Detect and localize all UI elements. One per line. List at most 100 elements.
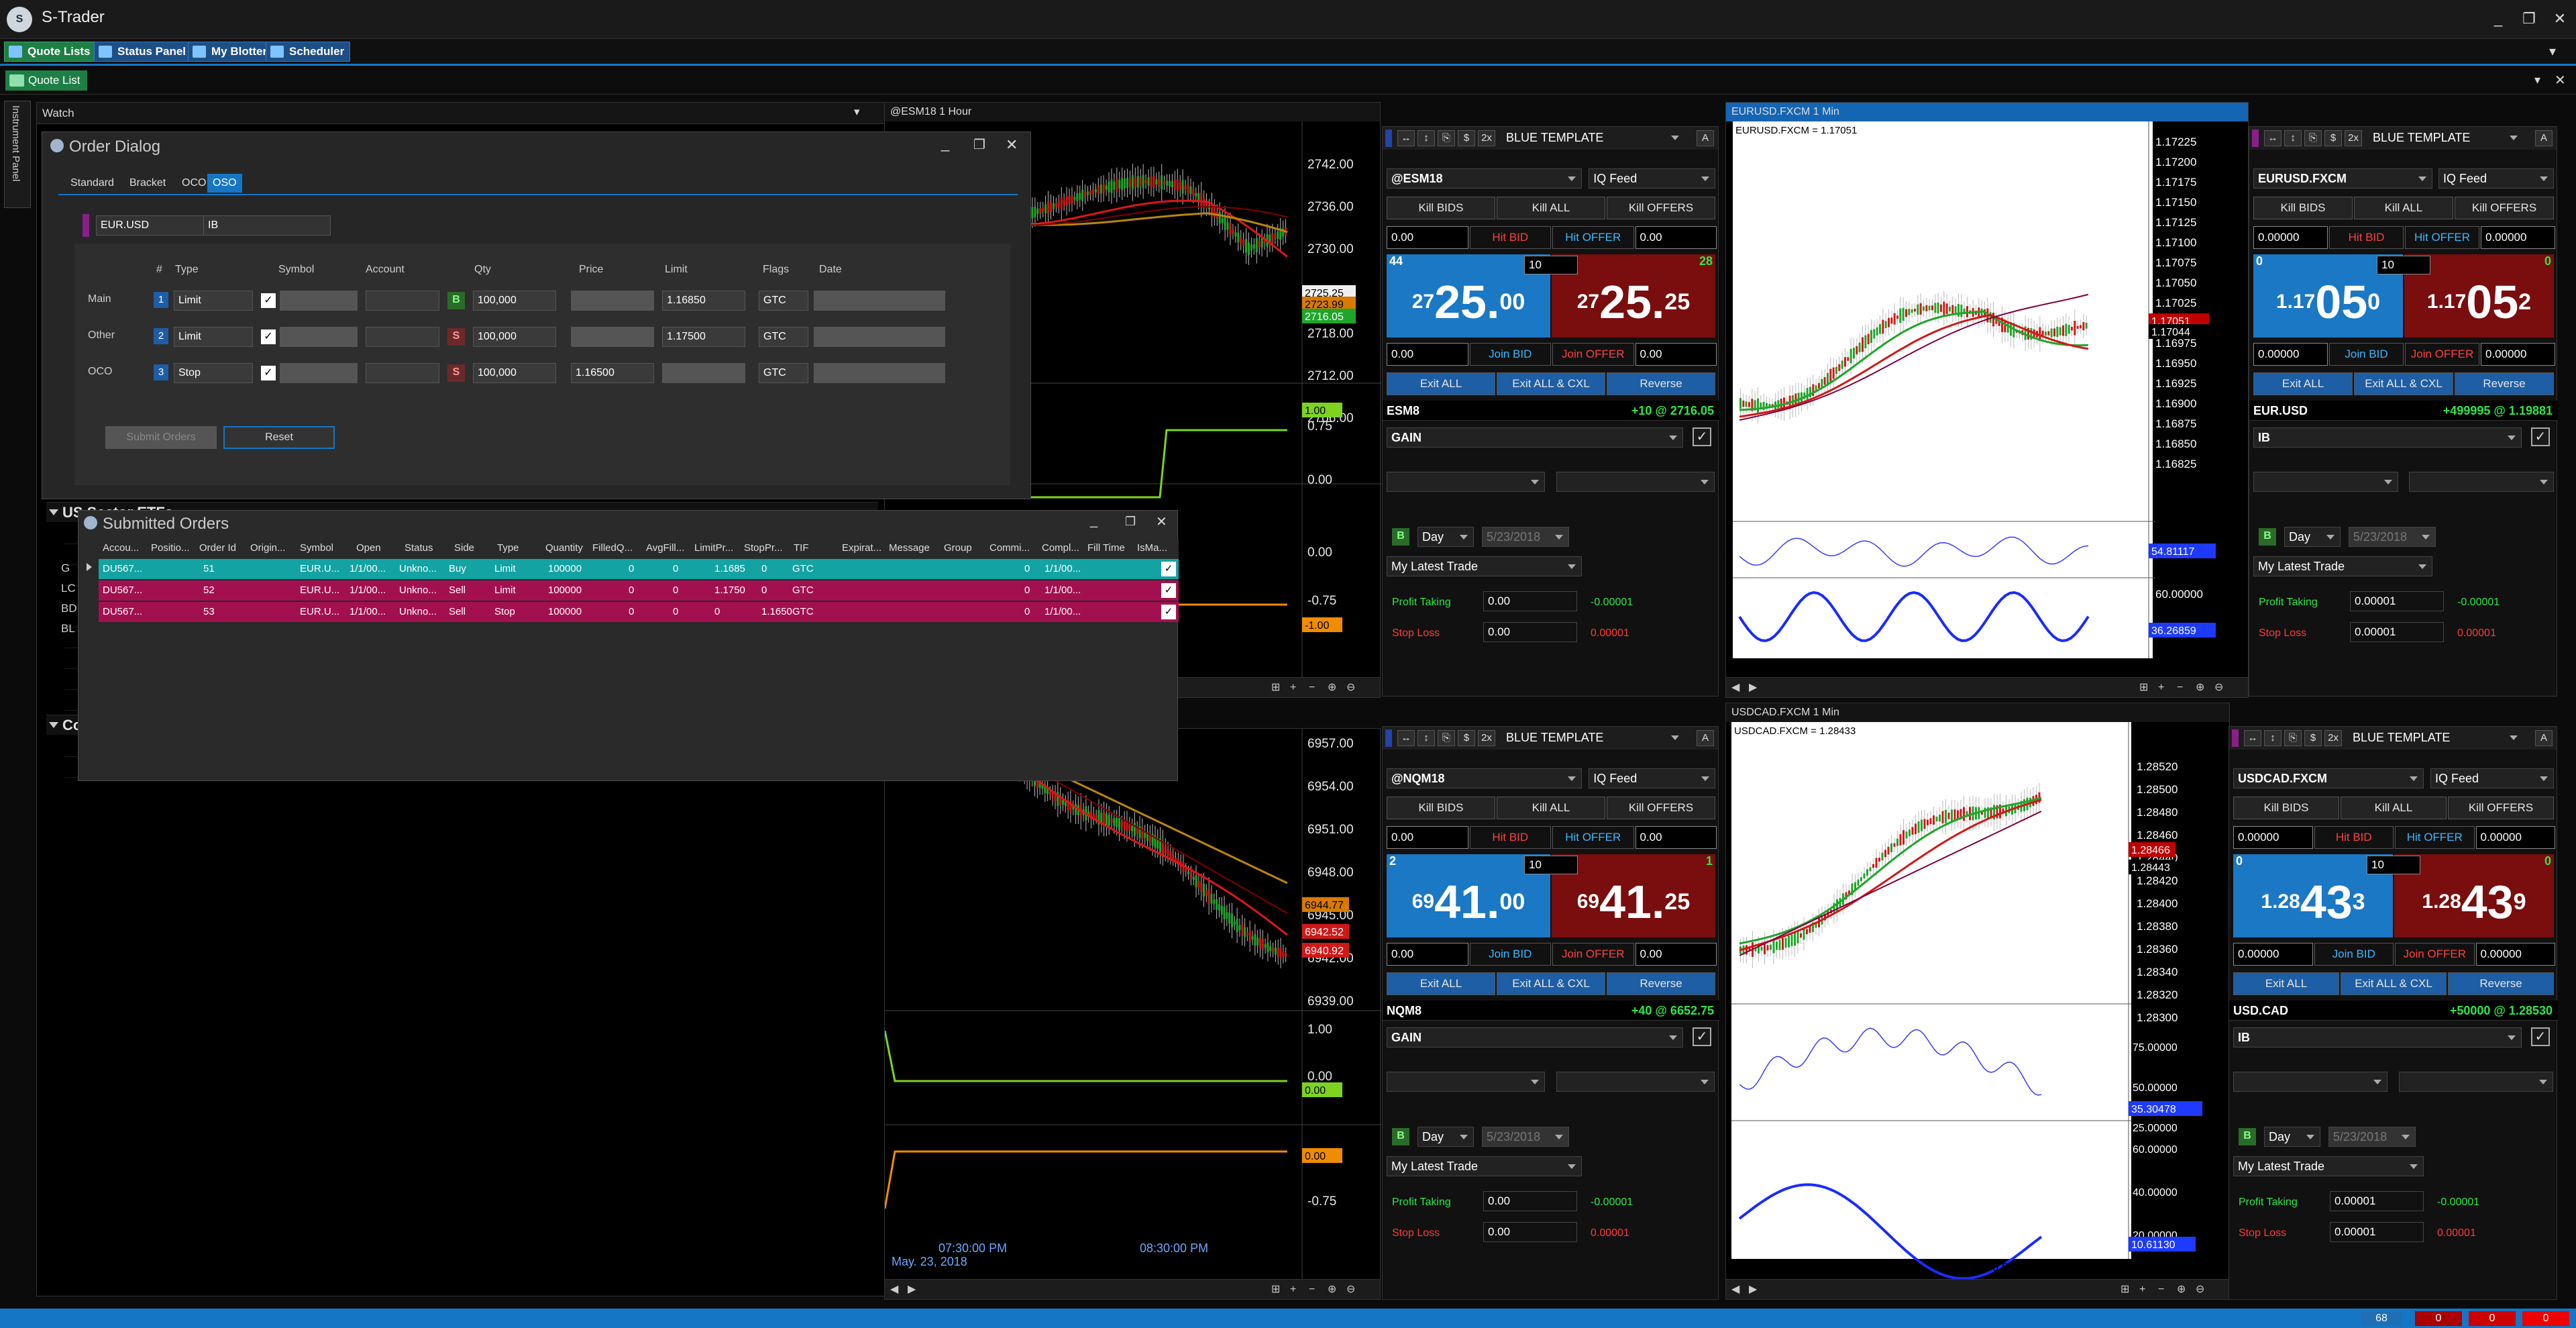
exit-all-button[interactable]: Exit ALL xyxy=(2233,972,2339,995)
ask-price-input[interactable]: 0.00000 xyxy=(2481,226,2555,249)
bid-price-input[interactable]: 0.00 xyxy=(1387,826,1468,849)
join-offer-button[interactable]: Join OFFER xyxy=(1552,943,1634,966)
join-bid-price-input[interactable]: 0.00000 xyxy=(2253,343,2328,366)
dialog-maximize-button[interactable]: ❐ xyxy=(973,138,985,152)
good-till-date[interactable]: 5/23/2018 xyxy=(2328,1127,2416,1147)
toolbar-tool-icon[interactable]: 2x xyxy=(2324,730,2342,746)
chart-zoom-icon[interactable]: ⊕ xyxy=(1328,682,1337,693)
ask-price-input[interactable]: 0.00 xyxy=(1635,226,1717,249)
join-bid-button[interactable]: Join BID xyxy=(2329,343,2404,366)
orders-row[interactable]: DU567... 51 EUR.U... 1/1/00... Unkno... Buy Li… xyxy=(99,559,1179,579)
exit-all-button[interactable]: Exit ALL xyxy=(1387,372,1495,395)
chart-zoom-icon[interactable]: + xyxy=(1290,682,1297,693)
orders-col-header[interactable]: AvgFill... xyxy=(646,542,685,554)
kill-offers-button[interactable]: Kill OFFERS xyxy=(1607,197,1715,219)
orders-col-header[interactable]: Order Id xyxy=(199,542,237,554)
join-offer-price-input[interactable]: 0.00 xyxy=(1635,943,1717,966)
chart-zoom-icon[interactable]: ⊖ xyxy=(1346,1284,1356,1295)
toolbar-tool-icon[interactable]: $ xyxy=(1458,730,1475,746)
is-master-checkbox[interactable]: ✓ xyxy=(1161,562,1176,576)
account-field[interactable] xyxy=(366,363,439,383)
date-field[interactable] xyxy=(814,363,945,383)
toolbar-menu-icon[interactable]: ▾ xyxy=(2549,44,2557,59)
account-check[interactable]: ✓ xyxy=(2531,427,2550,446)
account-check[interactable]: ✓ xyxy=(2531,1027,2550,1046)
chart-zoom-icon[interactable]: − xyxy=(2158,1284,2165,1295)
buy-side-toggle[interactable]: B xyxy=(2259,528,2276,546)
join-bid-button[interactable]: Join BID xyxy=(2314,943,2394,966)
account-check[interactable]: ✓ xyxy=(1693,1027,1711,1046)
ask-price-box[interactable]: 0 1.28439 xyxy=(2394,854,2554,937)
toolbar-tool-icon[interactable]: ⎘ xyxy=(1438,730,1455,746)
kill-all-button[interactable]: Kill ALL xyxy=(1497,797,1605,819)
ask-price-input[interactable]: 0.00000 xyxy=(2475,826,2555,849)
profit-taking-input[interactable]: 0.00 xyxy=(1483,591,1577,611)
trade-reference-select[interactable]: My Latest Trade xyxy=(1387,1156,1582,1176)
template-select[interactable]: BLUE TEMPLATE xyxy=(1502,128,1684,148)
toolbar-tool-icon[interactable]: ↕ xyxy=(2264,730,2282,746)
orders-col-header[interactable]: Accou... xyxy=(103,542,140,554)
profit-taking-input[interactable]: 0.00001 xyxy=(2330,1191,2424,1211)
orders-col-header[interactable]: Expirat... xyxy=(842,542,882,554)
account-check[interactable]: ✓ xyxy=(1693,427,1711,446)
scroll-arrow-icon[interactable]: ▶ xyxy=(908,1284,916,1295)
join-offer-button[interactable]: Join OFFER xyxy=(2405,343,2479,366)
symbol-field[interactable] xyxy=(280,363,358,383)
exit-all-cxl-button[interactable]: Exit ALL & CXL xyxy=(2341,972,2447,995)
reverse-button[interactable]: Reverse xyxy=(1607,972,1715,995)
quantity-field[interactable]: 100,000 xyxy=(473,291,556,311)
orders-col-header[interactable]: Origin... xyxy=(250,542,286,554)
hit-bid-button[interactable]: Hit BID xyxy=(2329,226,2404,249)
order-quantity-input[interactable]: 10 xyxy=(2377,256,2430,274)
maximize-button[interactable]: ❐ xyxy=(2522,10,2536,27)
hit-offer-button[interactable]: Hit OFFER xyxy=(2395,826,2475,849)
order-quantity-input[interactable]: 10 xyxy=(1524,856,1578,874)
bid-price-box[interactable]: 0 1.28433 xyxy=(2233,854,2393,937)
flags-select[interactable]: GTC xyxy=(759,291,808,311)
bid-price-box[interactable]: 44 2725.00 xyxy=(1387,254,1550,338)
tab-close-icon[interactable]: ✕ xyxy=(2555,73,2566,88)
scroll-arrow-icon[interactable]: ▶ xyxy=(1749,1284,1758,1295)
leg-enabled-checkbox[interactable]: ✓ xyxy=(261,329,276,344)
ask-price-box[interactable]: 1 6941.25 xyxy=(1552,854,1715,937)
chart-zoom-icon[interactable]: ⊞ xyxy=(1271,682,1281,693)
hit-bid-button[interactable]: Hit BID xyxy=(2314,826,2394,849)
kill-all-button[interactable]: Kill ALL xyxy=(1497,197,1605,219)
destination-select[interactable] xyxy=(2409,472,2555,492)
account-select[interactable]: GAIN xyxy=(1387,427,1683,448)
template-select[interactable]: BLUE TEMPLATE xyxy=(2369,128,2523,148)
toolbar-tool-icon[interactable]: ↕ xyxy=(1417,730,1435,746)
hit-bid-button[interactable]: Hit BID xyxy=(1469,826,1551,849)
profit-taking-input[interactable]: 0.00001 xyxy=(2350,591,2444,611)
bid-price-box[interactable]: 0 1.17050 xyxy=(2253,254,2403,338)
orders-col-header[interactable]: Quantity xyxy=(545,542,583,554)
quantity-field[interactable]: 100,000 xyxy=(473,327,556,347)
destination-select[interactable] xyxy=(2399,1072,2554,1092)
chart-zoom-icon[interactable]: ⊕ xyxy=(2196,682,2205,693)
submitted-maximize-button[interactable]: ❐ xyxy=(1125,515,1136,528)
template-select[interactable]: BLUE TEMPLATE xyxy=(2349,728,2523,748)
tif-select[interactable]: Day xyxy=(1417,1127,1474,1147)
kill-bids-button[interactable]: Kill BIDS xyxy=(1387,197,1495,219)
date-field[interactable] xyxy=(814,327,945,347)
symbol-select[interactable]: USDCAD.FXCM xyxy=(2233,768,2424,788)
tab-oso[interactable]: OSO xyxy=(207,174,242,193)
orders-col-header[interactable]: Status xyxy=(405,542,433,554)
orders-col-header[interactable]: FilledQ... xyxy=(592,542,633,554)
reverse-button[interactable]: Reverse xyxy=(1607,372,1715,395)
status-panel-button[interactable]: Status Panel xyxy=(94,42,193,62)
chart-zoom-icon[interactable]: + xyxy=(2158,682,2165,693)
chart-zoom-icon[interactable]: − xyxy=(1309,1284,1316,1295)
reverse-button[interactable]: Reverse xyxy=(2448,972,2554,995)
join-offer-price-input[interactable]: 0.00 xyxy=(1635,343,1717,366)
order-quantity-input[interactable]: 10 xyxy=(1524,256,1578,274)
toolbar-tool-icon[interactable]: ↔ xyxy=(1397,130,1415,146)
chart-zoom-icon[interactable]: ⊕ xyxy=(1328,1284,1337,1295)
buy-side-toggle[interactable]: B xyxy=(1392,528,1409,546)
price-field[interactable]: 1.16500 xyxy=(571,363,654,383)
bid-price-input[interactable]: 0.00000 xyxy=(2253,226,2328,249)
symbol-select[interactable]: EURUSD.FXCM xyxy=(2253,168,2432,189)
chart-zoom-icon[interactable]: ⊞ xyxy=(1271,1284,1281,1295)
orders-col-header[interactable]: StopPr... xyxy=(744,542,783,554)
toolbar-tool-icon[interactable]: ⎘ xyxy=(2304,130,2322,146)
